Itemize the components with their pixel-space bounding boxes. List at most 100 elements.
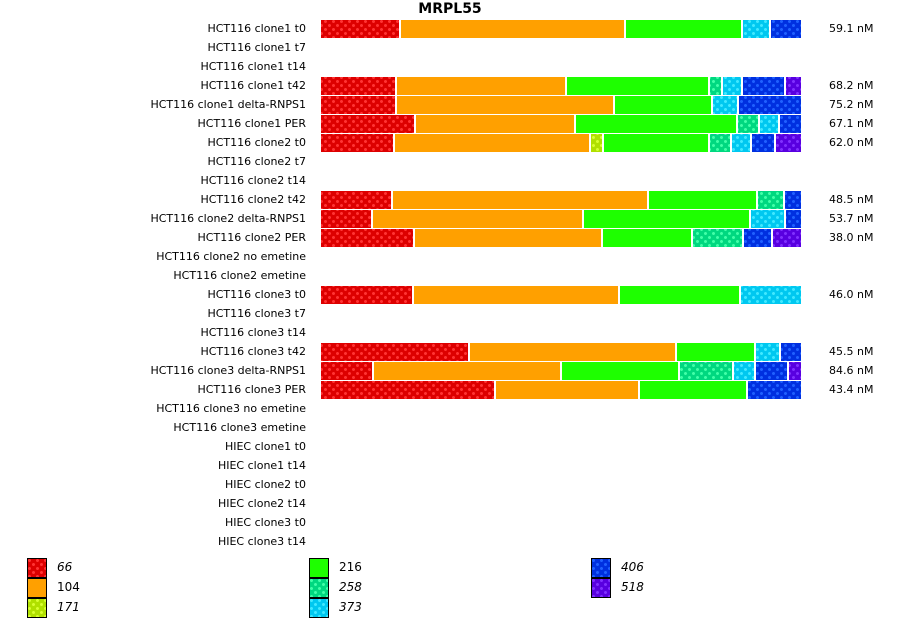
bar-segment-406 xyxy=(756,362,787,380)
bar-segment-406 xyxy=(752,134,774,152)
row-label: HCT116 clone3 no emetine xyxy=(156,402,306,415)
bar-segment-66 xyxy=(321,134,393,152)
bar-segment-104 xyxy=(470,343,675,361)
row-label: HCT116 clone2 t14 xyxy=(200,174,306,187)
bar-segment-216 xyxy=(677,343,754,361)
row-total-label: 48.5 nM xyxy=(829,193,874,206)
legend-label: 216 xyxy=(339,560,362,574)
legend-swatch xyxy=(591,578,611,598)
bar-segment-406 xyxy=(743,77,784,95)
bar-segment-373 xyxy=(723,77,741,95)
bar-segment-258 xyxy=(710,134,730,152)
row-label: HIEC clone1 t0 xyxy=(224,440,306,453)
row-label: HCT116 clone1 t42 xyxy=(200,79,306,92)
bar-segment-104 xyxy=(416,115,574,133)
bar-segment-104 xyxy=(393,191,647,209)
row-total-label: 43.4 nM xyxy=(829,383,874,396)
bar-segment-66 xyxy=(321,229,413,247)
row-label: HCT116 clone3 t7 xyxy=(207,307,306,320)
legend-label: 258 xyxy=(339,580,362,594)
bar-segment-104 xyxy=(395,134,589,152)
bar-segment-406 xyxy=(744,229,771,247)
legend-swatch xyxy=(27,558,47,578)
bar-segment-258 xyxy=(710,77,721,95)
row-total-label: 68.2 nM xyxy=(829,79,874,92)
bar-segment-406 xyxy=(785,191,801,209)
row-total-label: 62.0 nM xyxy=(829,136,874,149)
chart-title: MRPL55 xyxy=(418,1,482,17)
bar-segment-216 xyxy=(626,20,741,38)
bar-segment-104 xyxy=(496,381,638,399)
legend-swatch xyxy=(27,578,47,598)
row-label: HCT116 clone1 t7 xyxy=(207,41,306,54)
row-label: HCT116 clone2 delta-RNPS1 xyxy=(150,212,306,225)
bar-segment-104 xyxy=(373,210,582,228)
bar-segment-406 xyxy=(786,210,801,228)
bar-segment-216 xyxy=(620,286,739,304)
bar-segment-104 xyxy=(414,286,618,304)
bar-segment-406 xyxy=(780,115,801,133)
bar-segment-258 xyxy=(693,229,742,247)
bar-segment-373 xyxy=(743,20,769,38)
bar-segment-518 xyxy=(773,229,801,247)
bar-segment-66 xyxy=(321,115,414,133)
legend-swatch xyxy=(591,558,611,578)
bar-segment-373 xyxy=(732,134,750,152)
bar-segment-406 xyxy=(781,343,801,361)
row-label: HCT116 clone2 t7 xyxy=(207,155,306,168)
bar-segment-104 xyxy=(397,77,565,95)
legend-label: 406 xyxy=(621,560,644,574)
row-label: HIEC clone2 t0 xyxy=(224,478,306,491)
bar-segment-258 xyxy=(738,115,758,133)
bar-segment-373 xyxy=(734,362,754,380)
row-label: HIEC clone2 t14 xyxy=(217,497,306,510)
bar-segment-66 xyxy=(321,96,395,114)
row-total-label: 53.7 nM xyxy=(829,212,874,225)
row-label: HIEC clone3 t14 xyxy=(217,535,306,548)
row-total-label: 67.1 nM xyxy=(829,117,874,130)
bar-segment-66 xyxy=(321,343,468,361)
bar-segment-373 xyxy=(756,343,779,361)
bar-segment-104 xyxy=(374,362,560,380)
bar-segment-216 xyxy=(576,115,736,133)
row-total-label: 75.2 nM xyxy=(829,98,874,111)
bar-segment-373 xyxy=(751,210,784,228)
row-label: HCT116 clone2 t42 xyxy=(200,193,306,206)
row-total-label: 84.6 nM xyxy=(829,364,874,377)
row-total-label: 46.0 nM xyxy=(829,288,874,301)
bar-segment-216 xyxy=(603,229,691,247)
row-label: HCT116 clone1 PER xyxy=(197,117,306,130)
bar-segment-518 xyxy=(786,77,801,95)
bar-segment-216 xyxy=(567,77,708,95)
row-label: HCT116 clone1 delta-RNPS1 xyxy=(150,98,306,111)
bar-segment-518 xyxy=(776,134,801,152)
legend-swatch xyxy=(309,558,329,578)
bar-segment-406 xyxy=(771,20,801,38)
row-label: HCT116 clone1 t0 xyxy=(207,22,306,35)
bar-segment-104 xyxy=(415,229,601,247)
row-total-label: 45.5 nM xyxy=(829,345,874,358)
row-total-label: 59.1 nM xyxy=(829,22,874,35)
bar-segment-373 xyxy=(741,286,801,304)
bar-segment-216 xyxy=(562,362,678,380)
bar-segment-66 xyxy=(321,191,391,209)
bar-segment-406 xyxy=(739,96,801,114)
bar-segment-66 xyxy=(321,77,395,95)
bar-group xyxy=(321,20,801,399)
bar-segment-216 xyxy=(640,381,746,399)
bar-segment-216 xyxy=(604,134,708,152)
bar-segment-216 xyxy=(584,210,749,228)
bar-segment-216 xyxy=(649,191,756,209)
row-label: HCT116 clone3 delta-RNPS1 xyxy=(150,364,306,377)
bar-segment-518 xyxy=(789,362,801,380)
bar-segment-66 xyxy=(321,286,412,304)
row-label: HCT116 clone1 t14 xyxy=(200,60,306,73)
bar-segment-373 xyxy=(713,96,737,114)
bar-segment-104 xyxy=(397,96,613,114)
row-label: HCT116 clone2 t0 xyxy=(207,136,306,149)
bar-segment-66 xyxy=(321,20,399,38)
bar-segment-406 xyxy=(748,381,801,399)
row-label: HCT116 clone2 emetine xyxy=(173,269,306,282)
bar-segment-66 xyxy=(321,381,494,399)
